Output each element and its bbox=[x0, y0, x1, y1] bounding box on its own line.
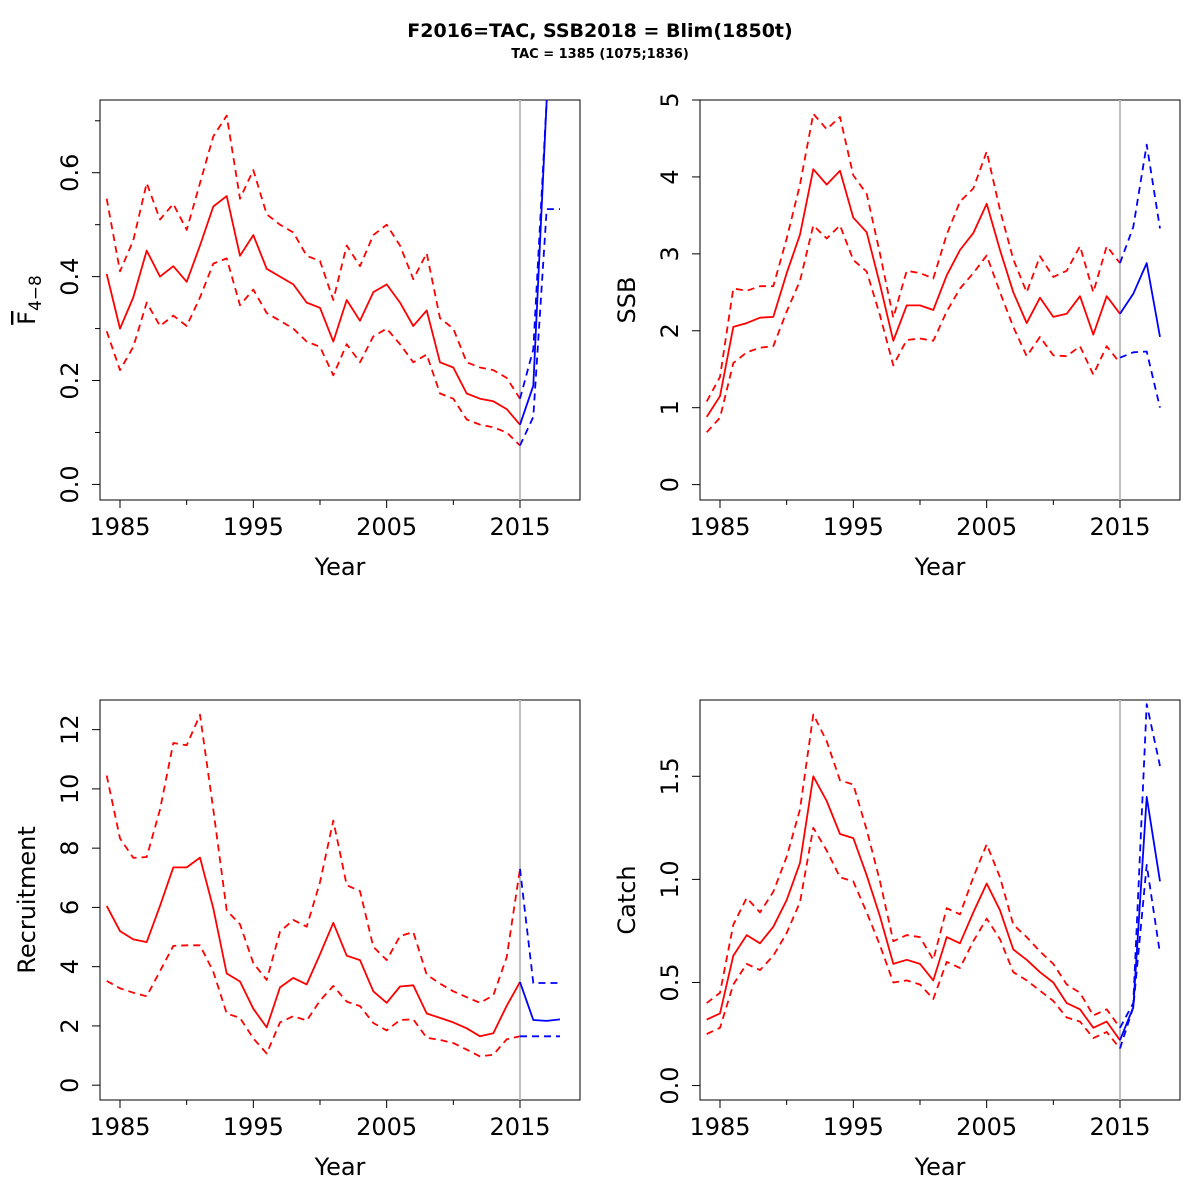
y-tick-label: 0 bbox=[56, 1078, 84, 1093]
x-tick-label: 1985 bbox=[689, 513, 750, 541]
x-axis-label: Year bbox=[314, 553, 366, 581]
y-tick-label: 0.2 bbox=[56, 361, 84, 399]
series-lower bbox=[706, 826, 1121, 1050]
chart-title: F2016=TAC, SSB2018 = Blim(1850t) bbox=[407, 20, 793, 42]
y-tick-label: 0.6 bbox=[56, 154, 84, 192]
x-tick-label: 1995 bbox=[823, 513, 884, 541]
series-upper bbox=[706, 713, 1121, 1029]
x-axis-label: Year bbox=[914, 553, 966, 581]
y-tick-label: 3 bbox=[656, 246, 684, 261]
x-tick-label: 1995 bbox=[823, 1113, 884, 1141]
series-forecast bbox=[1119, 262, 1161, 338]
y-tick-label: 1.0 bbox=[656, 860, 684, 898]
series-group bbox=[105, 100, 560, 447]
y-tick-label: 5 bbox=[656, 92, 684, 107]
series-upper bbox=[105, 713, 521, 1004]
series-forecast-upper bbox=[1119, 143, 1161, 264]
y-tick-label: 0.0 bbox=[56, 465, 84, 503]
series-forecast bbox=[1119, 796, 1161, 1041]
series-upper bbox=[705, 112, 1121, 402]
x-tick-label: 2015 bbox=[1089, 513, 1150, 541]
y-tick-label: 12 bbox=[56, 714, 84, 745]
y-tick-label: 8 bbox=[56, 841, 84, 856]
x-tick-label: 1995 bbox=[223, 513, 284, 541]
series-forecast-upper bbox=[1119, 703, 1161, 1029]
panel-3: 1985 1995 2005 2015 0 2 4 6 8 10 12 Year Recruitment bbox=[13, 699, 581, 1181]
series-lower bbox=[105, 257, 521, 447]
series-forecast-lower bbox=[1119, 350, 1161, 408]
plot-frame bbox=[699, 699, 1181, 1101]
y-tick-label: 0.0 bbox=[656, 1066, 684, 1104]
x-axis-label: Year bbox=[314, 1153, 366, 1181]
y-tick-label: 0 bbox=[656, 477, 684, 492]
series-upper bbox=[105, 114, 521, 400]
y-tick-label: 4 bbox=[56, 959, 84, 974]
y-tick-label: 4 bbox=[656, 169, 684, 184]
x-tick-label: 2005 bbox=[356, 1113, 417, 1141]
x-tick-label: 2015 bbox=[489, 1113, 550, 1141]
y-tick-label: 2 bbox=[656, 323, 684, 338]
plot-frame bbox=[99, 99, 581, 501]
series-lower bbox=[706, 224, 1121, 433]
panel-4: 1985 1995 2005 2015 0.0 0.5 1.0 1.5 Year Catch bbox=[613, 699, 1181, 1181]
series-estimate bbox=[705, 168, 1121, 418]
x-tick-label: 1995 bbox=[223, 1113, 284, 1141]
x-tick-label: 2005 bbox=[956, 1113, 1017, 1141]
y-axis-label: Recruitment bbox=[13, 826, 41, 973]
series-group bbox=[706, 703, 1161, 1050]
panel-2: 1985 1995 2005 2015 0 1 2 3 4 5 Year SSB bbox=[613, 92, 1181, 581]
y-tick-label: 0.4 bbox=[56, 258, 84, 296]
series-forecast-lower bbox=[1119, 864, 1161, 1049]
series-lower bbox=[106, 944, 521, 1058]
series-forecast bbox=[519, 981, 561, 1022]
y-tick-label: 10 bbox=[56, 774, 84, 805]
x-tick-label: 1985 bbox=[89, 513, 150, 541]
y-tick-label: 0.5 bbox=[656, 963, 684, 1001]
panel-1: 1985 1995 2005 2015 0.0 0.2 0.4 0.6 Year F4−8 bbox=[13, 99, 581, 581]
series-forecast-upper bbox=[519, 100, 548, 399]
y-axis-label: F4−8 bbox=[13, 275, 46, 325]
y-tick-label: 2 bbox=[56, 1018, 84, 1033]
series-estimate bbox=[105, 856, 521, 1038]
series-forecast-lower bbox=[519, 208, 560, 446]
y-tick-label: 6 bbox=[56, 900, 84, 915]
series-forecast-upper bbox=[519, 868, 560, 984]
x-tick-label: 1985 bbox=[689, 1113, 750, 1141]
y-axis-label: SSB bbox=[613, 277, 641, 324]
y-axis-label: Catch bbox=[613, 865, 641, 934]
x-tick-label: 1985 bbox=[89, 1113, 150, 1141]
plot-frame bbox=[99, 699, 581, 1101]
x-tick-label: 2005 bbox=[956, 513, 1017, 541]
x-tick-label: 2005 bbox=[356, 513, 417, 541]
x-axis-label: Year bbox=[914, 1153, 966, 1181]
x-tick-label: 2015 bbox=[489, 513, 550, 541]
series-estimate bbox=[706, 775, 1121, 1041]
series-group bbox=[105, 713, 561, 1058]
x-tick-label: 2015 bbox=[1089, 1113, 1150, 1141]
y-tick-label: 1 bbox=[656, 400, 684, 415]
chart-subtitle: TAC = 1385 (1075;1836) bbox=[511, 47, 689, 62]
y-tick-label: 1.5 bbox=[656, 757, 684, 795]
plot-frame bbox=[699, 99, 1181, 501]
series-estimate bbox=[105, 195, 521, 426]
series-group bbox=[705, 112, 1161, 433]
